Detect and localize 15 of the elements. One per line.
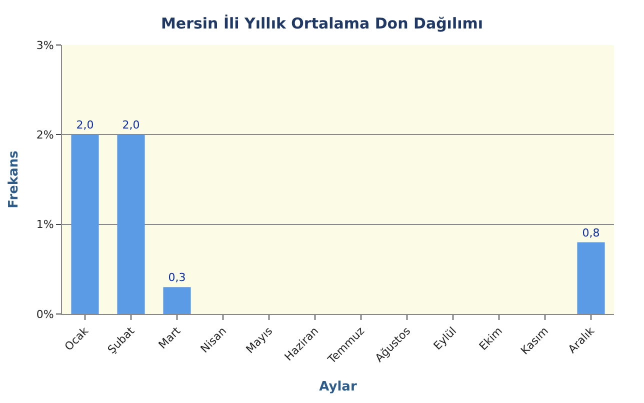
y-tick-label: 0% [36,308,54,321]
y-axis-title: Frekans [6,150,22,208]
data-label: 2,0 [122,118,140,132]
y-tick-label: 2% [36,128,54,142]
y-tick-label: 3% [36,38,54,52]
bar [577,242,605,314]
data-label: 0,8 [582,226,600,240]
data-label: 2,0 [76,118,94,132]
bar [117,134,145,314]
chart-title: Mersin İli Yıllık Ortalama Don Dağılımı [160,14,484,33]
bar [71,134,99,314]
y-tick-label: 1% [36,218,54,232]
x-axis-title: Aylar [319,379,358,394]
data-label: 0,3 [168,271,186,284]
bar [163,287,191,314]
